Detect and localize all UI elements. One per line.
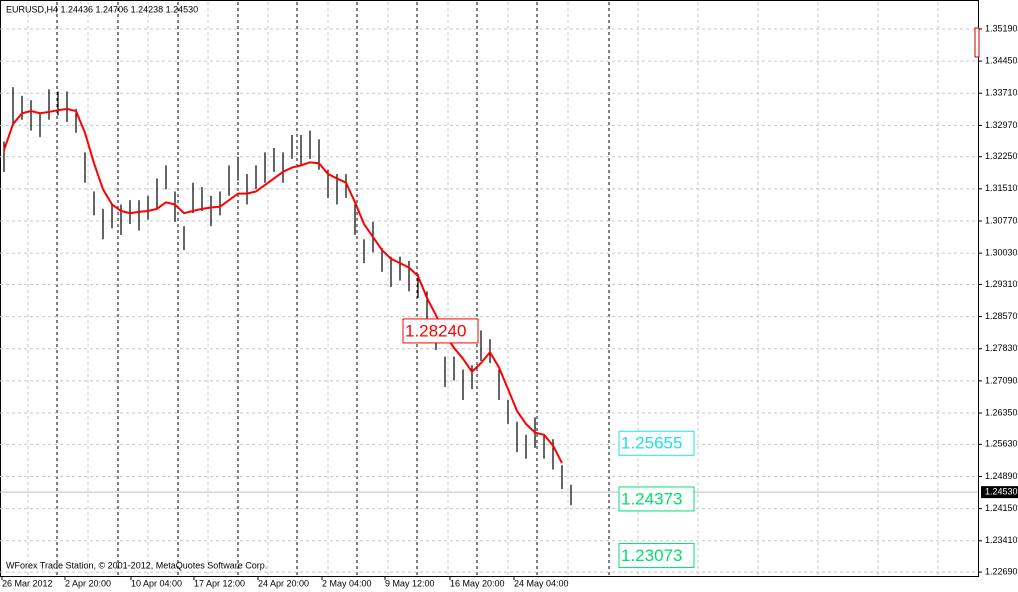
y-tick-label: 1.35190	[985, 23, 1018, 33]
y-tick-label: 1.26350	[985, 407, 1018, 417]
price-label: 1.24373	[621, 489, 682, 508]
x-tick-label: 2 May 04:00	[322, 578, 372, 588]
x-tick-label: 24 Apr 20:00	[258, 578, 309, 588]
price-label-box	[618, 430, 695, 456]
y-tick-label: 1.25630	[985, 439, 1018, 449]
y-tick-label: 1.27830	[985, 343, 1018, 353]
y-tick-label: 1.27090	[985, 375, 1018, 385]
y-tick-label: 1.32970	[985, 120, 1018, 130]
y-tick-label: 1.29310	[985, 279, 1018, 289]
x-tick-label: 24 May 04:00	[514, 578, 569, 588]
last-price-label: 1.24530	[985, 487, 1018, 497]
y-tick-label: 1.28570	[985, 311, 1018, 321]
price-label-box	[618, 542, 695, 568]
y-tick-label: 1.31510	[985, 183, 1018, 193]
y-tick-label: 1.23410	[985, 535, 1018, 545]
x-tick-label: 10 Apr 04:00	[131, 578, 182, 588]
x-tick-label: 17 Apr 12:00	[194, 578, 245, 588]
y-tick-label: 1.24150	[985, 503, 1018, 513]
y-tick-label: 1.32250	[985, 151, 1018, 161]
y-tick-label: 1.34450	[985, 55, 1018, 65]
price-label-box	[618, 486, 695, 512]
scroll-marker	[974, 27, 980, 58]
y-tick-label: 1.30030	[985, 248, 1018, 258]
price-label: 1.28240	[405, 321, 466, 340]
y-tick-label: 1.22690	[985, 566, 1018, 576]
x-tick-label: 2 Apr 20:00	[65, 578, 111, 588]
footer: WForex Trade Station, © 2001-2012, MetaQ…	[6, 560, 267, 570]
x-tick-label: 16 May 20:00	[450, 578, 505, 588]
price-label-box	[402, 318, 479, 344]
price-label: 1.23073	[621, 546, 682, 565]
last-price-tag	[981, 486, 1018, 499]
x-tick-label: 9 May 12:00	[385, 578, 435, 588]
x-tick-label: 26 Mar 2012	[2, 578, 53, 588]
chart-title: EURUSD,H4 1.24436 1.24706 1.24238 1.2453…	[6, 4, 198, 14]
plot-frame	[0, 0, 979, 577]
y-tick-label: 1.33710	[985, 88, 1018, 98]
y-tick-label: 1.30770	[985, 215, 1018, 225]
price-label: 1.25655	[621, 434, 682, 453]
y-tick-label: 1.24890	[985, 471, 1018, 481]
moving-average	[3, 107, 563, 464]
